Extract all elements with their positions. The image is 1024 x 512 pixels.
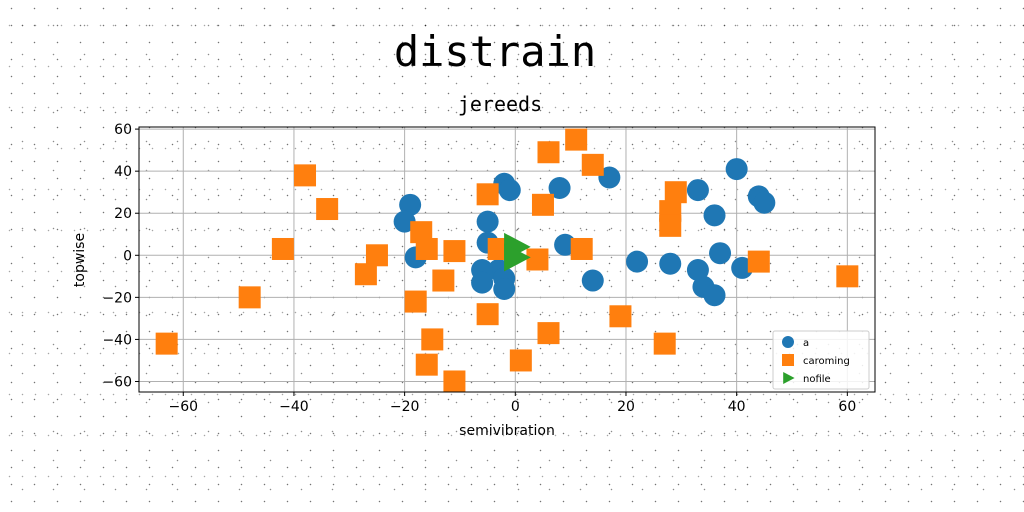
point-caroming <box>565 128 588 151</box>
point-caroming <box>294 164 317 187</box>
point-a <box>703 284 726 307</box>
point-a <box>493 277 516 300</box>
legend-label-caroming: caroming <box>803 356 850 367</box>
point-caroming <box>365 244 388 267</box>
point-a <box>725 158 748 181</box>
point-caroming <box>476 303 499 326</box>
point-a <box>393 210 416 233</box>
x-tick-label: 40 <box>728 399 746 415</box>
x-tick-label: −40 <box>279 399 309 415</box>
point-a <box>581 269 604 292</box>
point-caroming <box>609 305 632 328</box>
point-caroming <box>316 198 339 221</box>
legend-marker-caroming <box>782 354 794 366</box>
y-tick-label: −40 <box>102 332 132 348</box>
point-caroming <box>404 290 427 313</box>
point-caroming <box>421 328 444 351</box>
point-caroming <box>537 141 560 164</box>
point-a <box>731 256 754 279</box>
point-a <box>703 204 726 227</box>
point-caroming <box>415 237 438 260</box>
y-tick-label: 60 <box>114 122 132 138</box>
point-caroming <box>238 286 261 309</box>
chart-title: distrain <box>394 27 596 76</box>
point-a <box>548 176 571 199</box>
ticks: −60 −40 −20 0 20 40 60 −60 −40 −20 0 20 40 60 <box>102 122 856 415</box>
legend-marker-nofile <box>783 372 795 384</box>
y-tick-label: 0 <box>123 248 132 264</box>
point-caroming <box>581 153 604 176</box>
point-caroming <box>509 349 532 372</box>
point-caroming <box>432 269 455 292</box>
point-caroming <box>476 183 499 206</box>
point-caroming <box>410 221 433 244</box>
point-a <box>498 179 521 202</box>
point-caroming <box>526 248 549 271</box>
legend: a caroming nofile <box>772 330 870 390</box>
point-a <box>554 233 577 256</box>
point-caroming <box>659 214 682 237</box>
point-a <box>626 250 649 273</box>
x-tick-label: −20 <box>390 399 420 415</box>
point-caroming <box>443 370 466 393</box>
point-caroming <box>443 240 466 263</box>
y-tick-label: 20 <box>114 206 132 222</box>
point-a <box>686 179 709 202</box>
point-a <box>399 193 422 216</box>
point-a <box>598 166 621 189</box>
y-axis-label: topwise <box>72 233 88 287</box>
point-caroming <box>155 332 178 355</box>
chart-subtitle: jereeds <box>458 92 542 116</box>
point-caroming <box>354 263 377 286</box>
point-a <box>686 259 709 282</box>
point-a <box>471 271 494 294</box>
point-caroming <box>664 181 687 204</box>
y-tick-label: 40 <box>114 164 132 180</box>
point-caroming <box>271 237 294 260</box>
point-caroming <box>531 193 554 216</box>
point-a <box>709 242 732 265</box>
x-tick-label: −60 <box>168 399 198 415</box>
x-tick-label: 0 <box>511 399 520 415</box>
y-tick-label: −60 <box>102 374 132 390</box>
legend-marker-a <box>782 336 794 348</box>
x-tick-label: 60 <box>838 399 856 415</box>
axes-frame <box>138 126 876 393</box>
point-caroming <box>537 322 560 345</box>
point-nofile <box>504 243 531 272</box>
x-tick-label: 20 <box>617 399 635 415</box>
x-axis-label: semivibration <box>459 423 555 439</box>
y-tick-label: −20 <box>102 290 132 306</box>
legend-label-nofile: nofile <box>803 374 831 385</box>
point-caroming <box>415 353 438 376</box>
plot-marks <box>155 128 859 393</box>
point-a <box>753 191 776 214</box>
point-caroming <box>570 237 593 260</box>
legend-label-a: a <box>803 338 809 349</box>
point-caroming <box>747 250 770 273</box>
legend-box <box>772 330 870 390</box>
point-caroming <box>653 332 676 355</box>
point-caroming <box>836 265 859 288</box>
point-a <box>659 252 682 275</box>
point-a <box>476 210 499 233</box>
